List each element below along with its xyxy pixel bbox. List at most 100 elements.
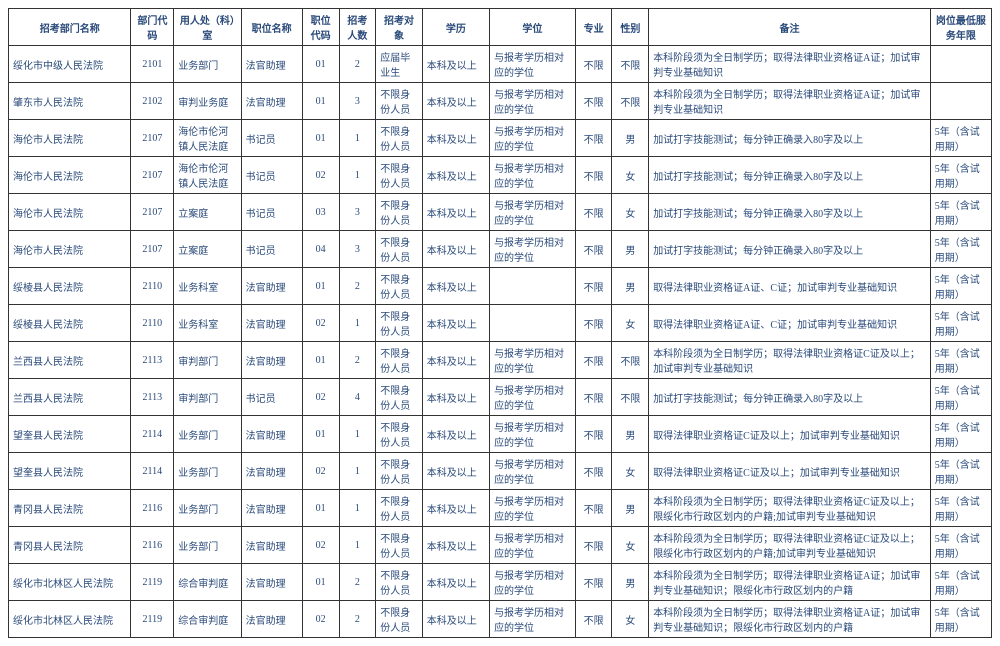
table-cell: 不限身份人员 — [376, 157, 423, 194]
table-cell: 本科阶段须为全日制学历；取得法律职业资格证C证及以上；限绥化市行政区划内的户籍;… — [649, 527, 931, 564]
table-cell: 加试打字技能测试；每分钟正确录入80字及以上 — [649, 231, 931, 268]
table-cell: 法官助理 — [241, 601, 302, 638]
table-cell: 01 — [302, 564, 339, 601]
table-row: 肇东市人民法院2102审判业务庭法官助理013不限身份人员本科及以上与报考学历相… — [9, 83, 992, 120]
table-cell: 兰西县人民法院 — [9, 342, 131, 379]
table-cell: 不限身份人员 — [376, 490, 423, 527]
table-cell: 5年（含试用期） — [930, 157, 991, 194]
table-cell: 加试打字技能测试；每分钟正确录入80字及以上 — [649, 194, 931, 231]
table-cell: 综合审判庭 — [174, 601, 241, 638]
table-cell: 绥化市北林区人民法院 — [9, 564, 131, 601]
table-cell: 01 — [302, 268, 339, 305]
recruitment-table: 招考部门名称部门代码用人处（科）室职位名称职位代码招考人数招考对象学历学位专业性… — [8, 8, 992, 638]
table-cell: 不限身份人员 — [376, 342, 423, 379]
table-cell: 法官助理 — [241, 564, 302, 601]
table-cell: 5年（含试用期） — [930, 416, 991, 453]
table-cell: 加试打字技能测试；每分钟正确录入80字及以上 — [649, 157, 931, 194]
table-cell: 本科及以上 — [422, 305, 489, 342]
table-row: 绥棱县人民法院2110业务科室法官助理012不限身份人员本科及以上不限男取得法律… — [9, 268, 992, 305]
table-cell: 书记员 — [241, 194, 302, 231]
table-cell: 不限 — [612, 342, 649, 379]
table-cell: 与报考学历相对应的学位 — [490, 342, 576, 379]
table-cell: 5年（含试用期） — [930, 194, 991, 231]
table-header: 招考部门名称部门代码用人处（科）室职位名称职位代码招考人数招考对象学历学位专业性… — [9, 9, 992, 46]
table-cell: 女 — [612, 601, 649, 638]
table-cell: 青冈县人民法院 — [9, 527, 131, 564]
table-cell: 男 — [612, 564, 649, 601]
table-cell: 2102 — [131, 83, 174, 120]
table-cell: 女 — [612, 305, 649, 342]
table-cell: 01 — [302, 120, 339, 157]
table-cell: 不限身份人员 — [376, 601, 423, 638]
table-cell: 业务部门 — [174, 46, 241, 83]
table-cell: 不限 — [575, 268, 612, 305]
table-cell: 2 — [339, 46, 376, 83]
table-cell: 2 — [339, 601, 376, 638]
table-cell: 不限 — [612, 83, 649, 120]
table-cell: 本科阶段须为全日制学历；取得法律职业资格证C证及以上；限绥化市行政区划内的户籍;… — [649, 490, 931, 527]
table-cell: 2107 — [131, 157, 174, 194]
table-cell: 不限身份人员 — [376, 231, 423, 268]
table-cell: 本科阶段须为全日制学历；取得法律职业资格证A证；加试审判专业基础知识；限绥化市行… — [649, 601, 931, 638]
table-cell: 5年（含试用期） — [930, 305, 991, 342]
table-cell: 望奎县人民法院 — [9, 416, 131, 453]
table-cell: 青冈县人民法院 — [9, 490, 131, 527]
table-row: 绥化市北林区人民法院2119综合审判庭法官助理022不限身份人员本科及以上与报考… — [9, 601, 992, 638]
table-cell: 本科及以上 — [422, 268, 489, 305]
table-cell: 3 — [339, 194, 376, 231]
table-cell: 5年（含试用期） — [930, 231, 991, 268]
table-cell: 不限 — [575, 120, 612, 157]
header-cell: 学位 — [490, 9, 576, 46]
table-cell: 不限身份人员 — [376, 194, 423, 231]
table-cell: 本科及以上 — [422, 453, 489, 490]
table-cell: 与报考学历相对应的学位 — [490, 490, 576, 527]
table-cell: 海伦市伦河镇人民法庭 — [174, 120, 241, 157]
table-cell: 绥化市中级人民法院 — [9, 46, 131, 83]
table-cell: 1 — [339, 527, 376, 564]
table-body: 绥化市中级人民法院2101业务部门法官助理012应届毕业生本科及以上与报考学历相… — [9, 46, 992, 638]
table-cell: 审判部门 — [174, 342, 241, 379]
table-cell: 2113 — [131, 379, 174, 416]
table-cell: 海伦市人民法院 — [9, 194, 131, 231]
table-cell: 2113 — [131, 342, 174, 379]
table-cell: 01 — [302, 342, 339, 379]
table-row: 兰西县人民法院2113审判部门书记员024不限身份人员本科及以上与报考学历相对应… — [9, 379, 992, 416]
table-cell: 取得法律职业资格证C证及以上；加试审判专业基础知识 — [649, 453, 931, 490]
table-cell: 5年（含试用期） — [930, 342, 991, 379]
table-row: 望奎县人民法院2114业务部门法官助理021不限身份人员本科及以上与报考学历相对… — [9, 453, 992, 490]
table-cell: 5年（含试用期） — [930, 564, 991, 601]
table-cell: 3 — [339, 231, 376, 268]
table-cell: 1 — [339, 305, 376, 342]
table-cell: 不限身份人员 — [376, 120, 423, 157]
table-cell: 01 — [302, 83, 339, 120]
table-cell: 海伦市人民法院 — [9, 120, 131, 157]
table-cell: 综合审判庭 — [174, 564, 241, 601]
table-cell: 本科阶段须为全日制学历；取得法律职业资格证A证；加试审判专业基础知识；限绥化市行… — [649, 564, 931, 601]
table-row: 海伦市人民法院2107立案庭书记员043不限身份人员本科及以上与报考学历相对应的… — [9, 231, 992, 268]
table-cell: 02 — [302, 601, 339, 638]
table-row: 绥化市中级人民法院2101业务部门法官助理012应届毕业生本科及以上与报考学历相… — [9, 46, 992, 83]
table-row: 绥棱县人民法院2110业务科室法官助理021不限身份人员本科及以上不限女取得法律… — [9, 305, 992, 342]
table-cell: 绥化市北林区人民法院 — [9, 601, 131, 638]
table-cell: 5年（含试用期） — [930, 601, 991, 638]
table-cell: 本科及以上 — [422, 194, 489, 231]
table-cell: 法官助理 — [241, 83, 302, 120]
table-cell: 不限身份人员 — [376, 527, 423, 564]
table-cell: 取得法律职业资格证A证、C证；加试审判专业基础知识 — [649, 305, 931, 342]
table-cell: 法官助理 — [241, 342, 302, 379]
table-cell: 业务部门 — [174, 453, 241, 490]
table-row: 海伦市人民法院2107海伦市伦河镇人民法庭书记员011不限身份人员本科及以上与报… — [9, 120, 992, 157]
table-cell — [930, 46, 991, 83]
header-cell: 部门代码 — [131, 9, 174, 46]
table-cell: 3 — [339, 83, 376, 120]
table-cell: 5年（含试用期） — [930, 527, 991, 564]
table-cell: 女 — [612, 157, 649, 194]
table-cell: 1 — [339, 120, 376, 157]
table-cell: 2114 — [131, 453, 174, 490]
table-cell: 不限 — [575, 490, 612, 527]
table-cell: 男 — [612, 268, 649, 305]
table-cell: 立案庭 — [174, 194, 241, 231]
table-cell: 书记员 — [241, 120, 302, 157]
table-cell: 04 — [302, 231, 339, 268]
table-cell: 02 — [302, 453, 339, 490]
